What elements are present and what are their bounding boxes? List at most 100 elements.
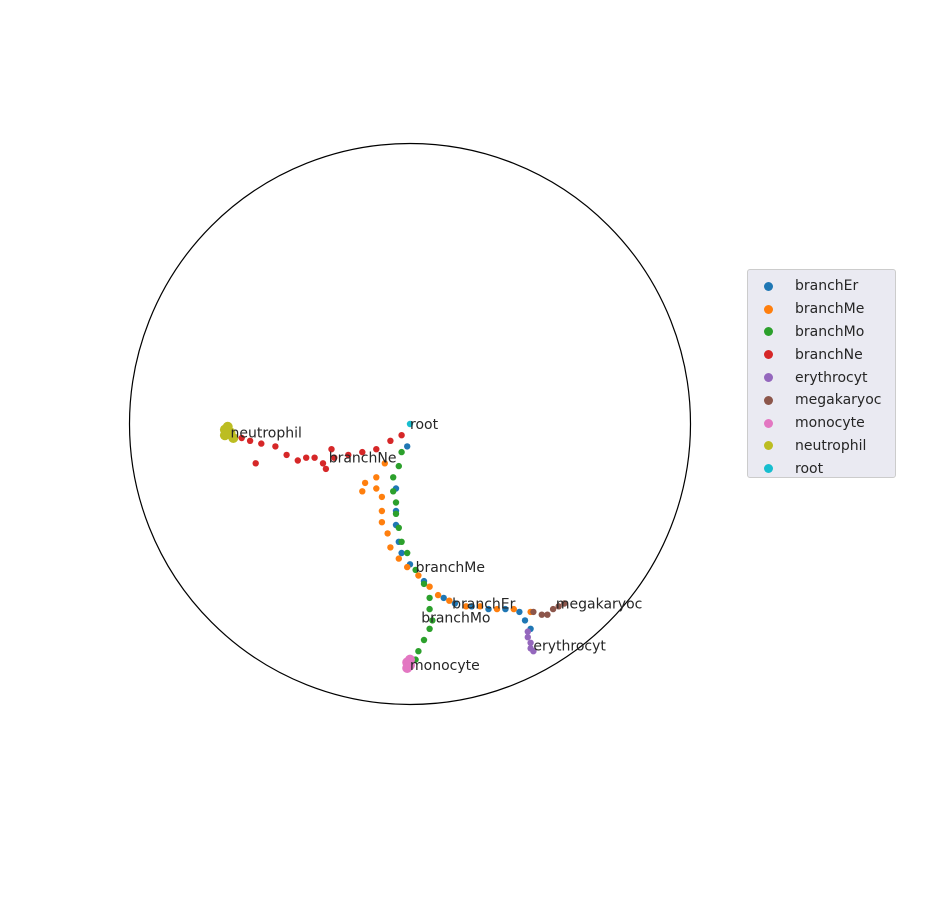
data-point-neutrophil-2 [219,430,230,441]
data-point-branchEr-9 [451,600,459,607]
data-point-branchMo-13 [429,617,436,624]
legend-marker [764,304,773,314]
data-point-root-0 [406,420,414,428]
data-point-megakaryoc-1 [538,611,545,618]
data-point-branchEr-5 [398,549,405,557]
cluster-label-0: root [410,417,439,433]
legend-label: megakaryoc [795,392,882,409]
legend-marker [764,418,773,428]
data-point-branchNe-5 [331,454,338,461]
data-point-branchNe-14 [238,434,245,442]
data-point-branchEr-11 [485,605,492,613]
data-point-branchEr-14 [521,617,529,624]
legend-item-root: root [748,457,895,480]
data-point-erythrocyt-2 [527,639,534,646]
legend: branchEr branchMe branchMo branchNe erythroc… [747,269,896,478]
data-point-megakaryoc-4 [555,603,562,610]
legend-marker [764,464,773,474]
data-point-branchMe-15 [446,597,453,604]
legend-label: root [795,460,824,477]
data-point-branchMe-13 [426,583,433,590]
data-point-branchMe-14 [434,591,442,599]
data-point-erythrocyt-4 [530,648,537,655]
data-point-megakaryoc-0 [530,608,537,616]
data-point-neutrophil-3 [228,433,239,443]
data-point-branchMe-17 [476,603,484,610]
cluster-label-4: branchEr [452,597,516,613]
data-point-branchNe-6 [319,460,327,467]
legend-marker [764,441,773,451]
legend-item-neutrophil: neutrophil [748,435,895,458]
data-point-branchMo-11 [426,594,433,602]
legend-item-megakaryoc: megakaryoc [748,389,895,412]
data-point-branchEr-13 [516,608,523,616]
legend-item-erythrocyt: erythrocyt [748,366,895,389]
data-point-branchNe-8 [303,454,310,461]
data-point-branchMo-15 [420,636,428,644]
data-point-branchMe-9 [387,544,394,551]
data-point-branchMe-2 [361,479,369,487]
data-point-neutrophil-4 [222,421,233,432]
legend-marker [764,281,773,291]
legend-marker [764,395,773,405]
data-point-branchMe-19 [510,605,517,613]
cluster-label-1: neutrophil [231,425,302,441]
data-point-erythrocyt-1 [524,634,531,641]
disk-boundary [128,142,692,706]
data-point-branchMo-4 [392,499,400,506]
legend-marker [764,327,773,337]
data-point-branchMe-11 [404,563,411,571]
data-point-branchMe-4 [373,485,380,492]
data-point-branchNe-0 [398,432,405,439]
data-point-branchMe-8 [384,530,391,537]
legend-label: branchMo [795,323,865,340]
legend-item-branchMe: branchMe [748,298,895,321]
legend-item-branchMo: branchMo [748,321,895,344]
data-point-branchNe-10 [283,451,290,459]
data-point-branchEr-10 [468,603,475,610]
data-point-branchMo-16 [415,648,422,655]
legend-marker [764,350,773,360]
data-point-branchNe-17 [328,446,335,453]
data-point-branchNe-3 [359,448,366,456]
data-point-erythrocyt-0 [524,628,531,635]
data-point-branchMe-12 [415,572,422,579]
data-point-branchMo-2 [390,474,397,481]
data-point-branchMo-0 [398,448,405,456]
data-point-branchNe-11 [272,443,279,450]
data-point-branchMe-18 [493,605,501,613]
data-point-branchEr-12 [502,605,509,613]
cluster-label-8: monocyte [410,658,480,674]
data-point-megakaryoc-5 [561,600,568,607]
data-point-megakaryoc-3 [549,605,557,613]
legend-item-monocyte: monocyte [748,412,895,435]
data-point-branchMe-10 [395,555,402,562]
legend-item-branchNe: branchNe [748,343,895,366]
data-point-branchMo-5 [392,510,400,517]
data-point-branchEr-8 [440,594,447,602]
data-point-branchNe-9 [294,457,301,464]
legend-label: branchMe [795,301,865,318]
data-point-branchMo-9 [412,566,419,574]
data-point-branchNe-2 [373,446,380,453]
cluster-label-7: erythrocyt [533,639,606,655]
data-point-branchNe-13 [246,437,254,444]
data-point-branchMe-0 [381,460,388,467]
data-point-branchMo-8 [404,549,411,557]
data-point-branchNe-4 [345,451,352,459]
data-point-branchNe-12 [258,440,265,447]
data-point-branchMo-3 [390,488,397,495]
legend-label: branchNe [795,346,863,363]
data-point-branchNe-1 [387,437,394,444]
data-point-megakaryoc-2 [544,611,551,618]
data-point-monocyte-3 [405,654,415,665]
data-point-branchMo-6 [395,524,402,531]
data-point-branchNe-7 [311,454,318,461]
data-point-branchMo-12 [426,605,433,613]
points-layer [219,420,568,673]
data-point-branchMe-7 [378,519,386,526]
cluster-label-2: branchNe [329,451,397,467]
data-point-branchMo-1 [395,462,402,470]
legend-label: neutrophil [795,437,867,454]
legend-label: branchEr [795,278,859,295]
